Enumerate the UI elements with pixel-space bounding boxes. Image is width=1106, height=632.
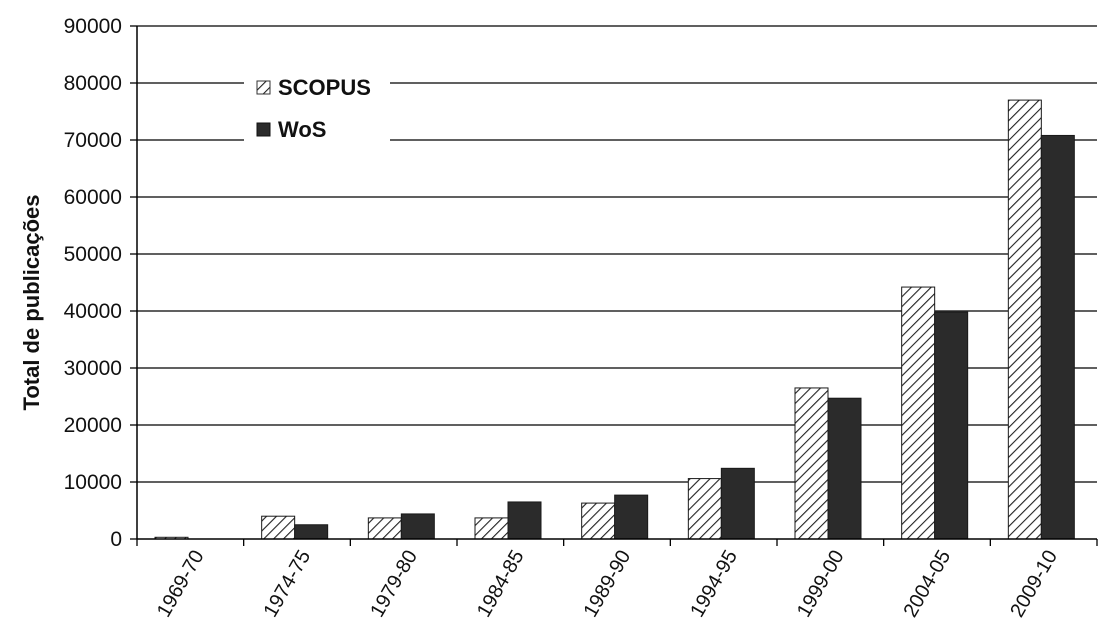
x-tick-label: 1989-90: [580, 547, 636, 622]
y-tick-label: 90000: [64, 15, 122, 38]
bar-scopus-1989-90: [581, 502, 616, 540]
y-tick-label: 60000: [64, 186, 122, 209]
x-tick-label: 1984-85: [473, 547, 529, 622]
legend-swatch-wos: [256, 122, 271, 137]
bar-wos-2009-10: [1040, 134, 1075, 540]
bar-scopus-2009-10: [1007, 99, 1042, 540]
bar-wos-1989-90: [614, 494, 649, 540]
x-tick-label: 2009-10: [1006, 547, 1062, 622]
y-tick-label: 20000: [64, 414, 122, 437]
y-tick-label: 40000: [64, 300, 122, 323]
x-tick-label: 2004-05: [900, 547, 956, 622]
x-tick-labels: 1969-70 1974-75 1979-80 1984-85 1989-90 1994-…: [153, 547, 1062, 622]
bar-wos-1994-95: [720, 467, 755, 540]
bar-scopus-1984-85: [474, 517, 509, 540]
bar-scopus-1994-95: [687, 478, 722, 540]
legend-label-scopus: SCOPUS: [278, 75, 371, 100]
bar-wos-2004-05: [934, 311, 969, 540]
y-tick-label: 80000: [64, 72, 122, 95]
bar-scopus-1999-00: [794, 387, 829, 540]
bar-wos-1984-85: [507, 501, 542, 540]
bar-scopus-1974-75: [261, 515, 296, 540]
bar-wos-1999-00: [827, 397, 862, 540]
y-tick-label: 0: [110, 528, 122, 551]
y-tick-label: 10000: [64, 471, 122, 494]
x-tick-label: 1999-00: [793, 547, 849, 622]
bar-scopus-2004-05: [901, 286, 936, 540]
y-tick-label: 50000: [64, 243, 122, 266]
bars: [154, 99, 1075, 540]
y-axis-label: Total de publicações: [19, 195, 44, 411]
x-tick-label: 1974-75: [260, 547, 316, 622]
legend-label-wos: WoS: [278, 117, 326, 142]
bar-scopus-1979-80: [367, 517, 402, 540]
bar-wos-1974-75: [294, 524, 329, 540]
y-tick-label: 30000: [64, 357, 122, 380]
axes: [130, 25, 1098, 546]
x-tick-label: 1994-95: [686, 547, 742, 622]
y-tick-label: 70000: [64, 129, 122, 152]
legend-swatch-scopus: [256, 80, 271, 95]
bar-wos-1979-80: [400, 513, 435, 540]
x-tick-label: 1979-80: [366, 547, 422, 622]
legend: SCOPUS WoS: [244, 64, 390, 148]
y-tick-labels: 0 10000 20000 30000 40000 50000 60000 70000 8000…: [64, 15, 122, 551]
x-tick-label: 1969-70: [153, 547, 209, 622]
